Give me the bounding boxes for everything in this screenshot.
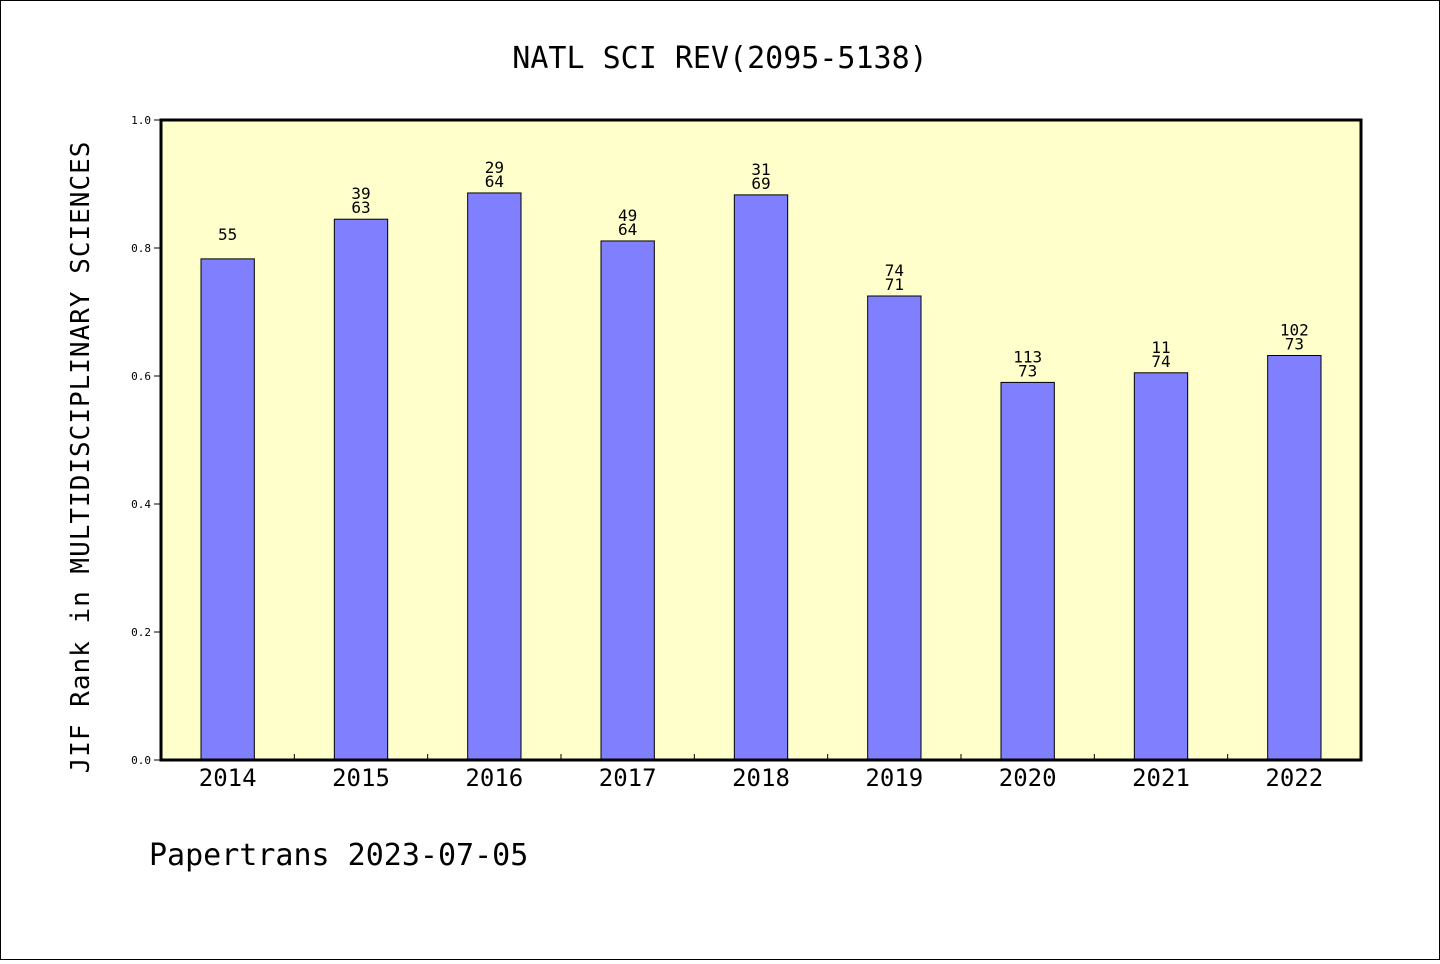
data-label: 113	[1013, 347, 1042, 366]
plot-border	[159, 118, 1363, 762]
x-tick-label: 2019	[865, 764, 923, 792]
y-tick-label: 0.6	[131, 370, 151, 383]
y-tick-label: 0.0	[131, 754, 151, 767]
data-label: 29	[485, 158, 504, 177]
x-tick-label: 2016	[465, 764, 523, 792]
x-tick-label: 2018	[732, 764, 790, 792]
data-label: 74	[885, 261, 904, 280]
y-tick-label: 0.2	[131, 626, 151, 639]
bar	[1267, 355, 1322, 761]
y-tick-label: 0.4	[131, 498, 151, 511]
data-label: 31	[751, 160, 770, 179]
y-tick-label: 1.0	[131, 114, 151, 127]
x-tick-label: 2020	[999, 764, 1057, 792]
x-tick-label: 2021	[1132, 764, 1190, 792]
data-label: 71	[885, 275, 904, 294]
data-label: 69	[751, 174, 770, 193]
bar	[200, 258, 255, 761]
data-label: 102	[1280, 321, 1309, 340]
data-label: 55	[218, 225, 237, 244]
bar	[600, 240, 655, 761]
data-label: 73	[1018, 361, 1037, 380]
data-label: 49	[618, 206, 637, 225]
data-label: 63	[351, 198, 370, 217]
data-label: 74	[1151, 352, 1170, 371]
data-label: 39	[351, 184, 370, 203]
bar	[733, 194, 789, 761]
data-label: 64	[618, 220, 637, 239]
x-tick-label: 2022	[1265, 764, 1323, 792]
ticks-layer: 0.0 0.2 0.4 0.6 0.8 1.0 2014 2015 2016 2017 2018 20…	[131, 114, 1323, 792]
data-label: 64	[485, 172, 504, 191]
chart-title: NATL SCI REV(2095-5138)	[512, 41, 927, 76]
y-tick-label: 0.8	[131, 242, 151, 255]
y-axis-label: JIF Rank in MULTIDISCIPLINARY SCIENCES	[66, 141, 96, 774]
bar	[1000, 381, 1055, 761]
x-tick-label: 2015	[332, 764, 390, 792]
footer-text: Papertrans 2023-07-05	[149, 838, 528, 873]
bar	[333, 218, 389, 761]
x-tick-label: 2017	[599, 764, 657, 792]
bar	[867, 295, 922, 761]
bar	[1133, 372, 1189, 761]
data-label: 11	[1151, 338, 1170, 357]
bar	[467, 192, 522, 761]
data-label: 73	[1285, 335, 1304, 354]
x-tick-label: 2014	[199, 764, 257, 792]
